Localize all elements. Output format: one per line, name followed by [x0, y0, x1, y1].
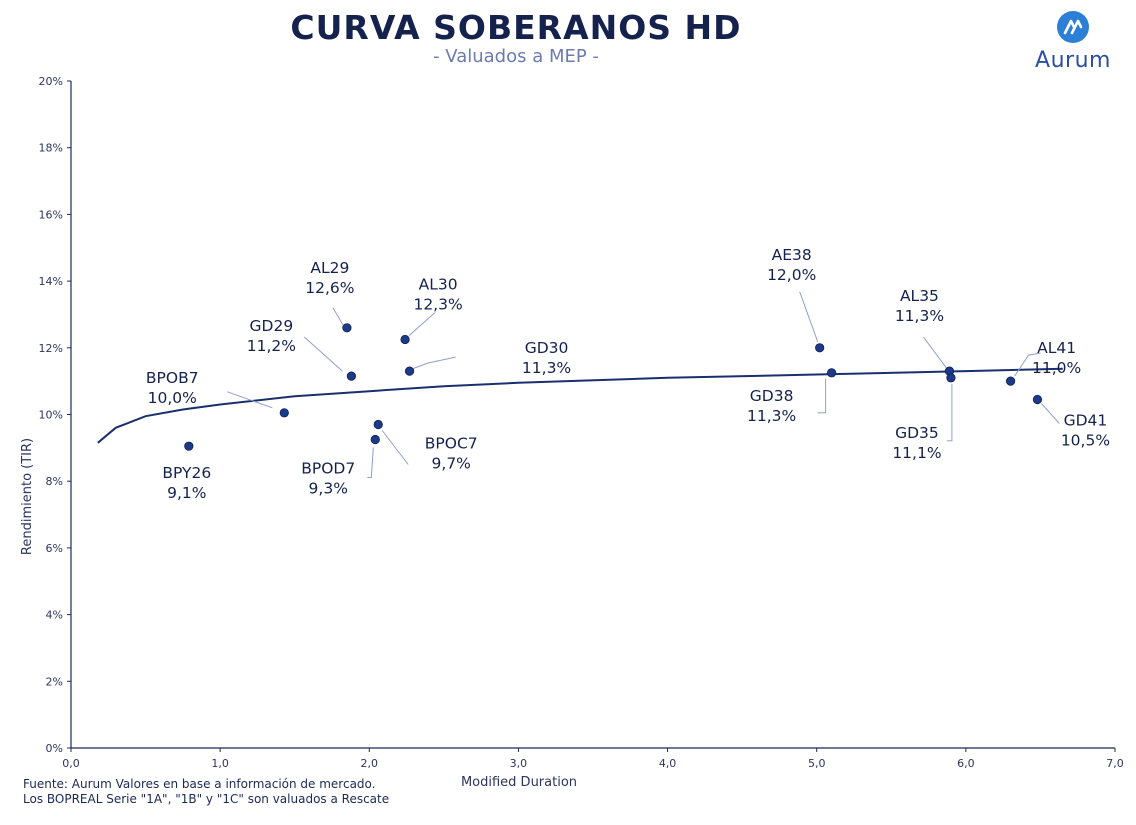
label-value-al29: 12,6%	[305, 279, 354, 297]
brand-name: Aurum	[1035, 48, 1111, 73]
y-tick-label: 2%	[46, 675, 63, 688]
y-tick-label: 8%	[46, 475, 63, 488]
point-ae38	[815, 343, 825, 353]
y-tick-label: 4%	[46, 609, 63, 622]
chart-title: CURVA SOBERANOS HD	[290, 8, 742, 47]
label-leaders	[227, 291, 1060, 478]
leader-ae38	[799, 291, 819, 342]
yield-curve	[97, 367, 1063, 444]
point-bpoc7	[373, 419, 383, 430]
leader-gd29	[304, 336, 343, 372]
leader-al41	[1014, 352, 1041, 377]
label-value-bpoc7: 9,7%	[432, 455, 471, 473]
label-name-ae38: AE38	[772, 246, 812, 264]
point-bpob7	[279, 408, 289, 418]
x-tick-label: 6,0	[957, 757, 975, 770]
label-name-al29: AL29	[310, 259, 349, 277]
x-tick-label: 3,0	[510, 757, 528, 770]
label-value-gd41: 10,5%	[1061, 431, 1110, 449]
source-line-2: Los BOPREAL Serie "1A", "1B" y "1C" son …	[23, 792, 390, 806]
label-name-gd29: GD29	[250, 317, 294, 335]
leader-gd38	[817, 378, 827, 414]
label-value-gd35: 11,1%	[892, 444, 941, 462]
y-axis-title: Rendimiento (TIR)	[20, 438, 35, 555]
leader-bpob7	[227, 391, 273, 409]
point-al41	[1005, 376, 1016, 386]
brand-logo: Aurum	[1028, 8, 1118, 78]
x-tick-label: 2,0	[361, 757, 379, 770]
aurum-logo-icon	[1057, 11, 1089, 43]
label-name-bpy26: BPY26	[162, 464, 211, 482]
point-gd38	[827, 368, 837, 378]
y-tick-label: 16%	[39, 208, 63, 221]
x-tick-label: 1,0	[211, 757, 229, 770]
point-bpod7	[370, 434, 380, 445]
label-name-gd30: GD30	[525, 339, 569, 357]
label-name-al30: AL30	[419, 275, 458, 293]
y-tick-label: 12%	[39, 342, 63, 355]
point-al30	[400, 334, 410, 345]
label-name-al35: AL35	[900, 287, 939, 305]
label-name-bpoc7: BPOC7	[425, 435, 478, 453]
label-value-bpy26: 9,1%	[167, 484, 206, 502]
point-labels: BPY26 9,1% BPOB7 10,0% GD29 11,2% AL29 12,6% BPO…	[146, 246, 1110, 502]
point-gd41	[1032, 394, 1043, 405]
x-tick-label: 5,0	[808, 757, 826, 770]
y-tick-label: 0%	[46, 742, 63, 755]
label-value-al30: 12,3%	[413, 295, 462, 313]
data-points	[184, 323, 1043, 451]
leader-gd41	[1041, 403, 1060, 424]
x-axis-title: Modified Duration	[461, 775, 577, 790]
leader-bpoc7	[381, 430, 409, 465]
label-value-bpob7: 10,0%	[148, 389, 197, 407]
label-value-ae38: 12,0%	[767, 266, 816, 284]
label-value-al35: 11,3%	[895, 307, 944, 325]
leader-al29	[332, 307, 344, 326]
label-value-bpod7: 9,3%	[309, 480, 348, 498]
leader-al30	[408, 312, 436, 336]
x-tick-label: 0,0	[62, 757, 80, 770]
label-value-gd30: 11,3%	[522, 359, 571, 377]
leader-al35	[923, 336, 947, 369]
label-name-al41: AL41	[1037, 339, 1076, 357]
trend-line	[97, 367, 1063, 444]
point-al29	[342, 323, 352, 333]
y-tick-label: 6%	[46, 542, 63, 555]
x-tick-label: 4,0	[659, 757, 677, 770]
point-bpy26	[184, 441, 194, 451]
point-gd30	[404, 366, 415, 376]
label-value-al41: 11,0%	[1032, 359, 1081, 377]
y-axis-ticks: 0% 2% 4% 6% 8% 10% 12% 14% 16% 18% 20%	[39, 75, 71, 755]
source-line-1: Fuente: Aurum Valores en base a informac…	[23, 777, 376, 791]
point-gd35	[946, 373, 956, 383]
leader-bpod7	[367, 447, 374, 478]
leader-gd30	[411, 356, 456, 370]
x-tick-label: 7,0	[1106, 757, 1124, 770]
label-name-gd38: GD38	[750, 387, 794, 405]
y-tick-label: 10%	[39, 409, 63, 422]
label-name-gd41: GD41	[1064, 411, 1108, 429]
source-note: Fuente: Aurum Valores en base a informac…	[23, 777, 389, 807]
label-name-bpob7: BPOB7	[146, 369, 199, 387]
label-value-gd38: 11,3%	[747, 407, 796, 425]
y-tick-label: 18%	[39, 142, 63, 155]
label-value-gd29: 11,2%	[247, 337, 296, 355]
label-name-gd35: GD35	[895, 424, 939, 442]
chart-subtitle: - Valuados a MEP -	[433, 46, 599, 67]
point-gd29	[346, 371, 356, 381]
leader-gd35	[946, 383, 953, 442]
x-axis-ticks: 0,0 1,0 2,0 3,0 4,0 5,0 6,0 7,0	[62, 748, 1124, 770]
y-tick-label: 14%	[39, 275, 63, 288]
label-name-bpod7: BPOD7	[301, 460, 355, 478]
y-tick-label: 20%	[39, 75, 63, 88]
chart-axes	[70, 81, 1115, 749]
